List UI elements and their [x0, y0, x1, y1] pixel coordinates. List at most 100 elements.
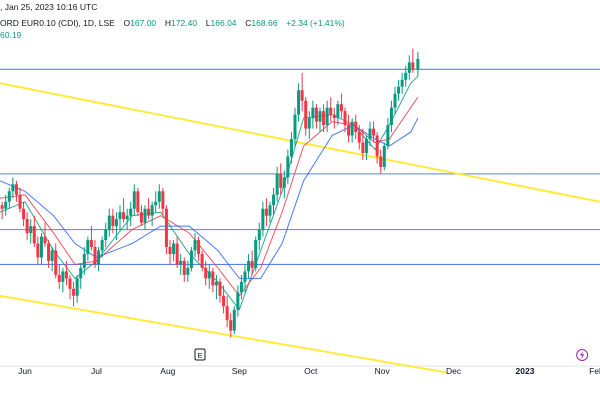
candle-body [275, 173, 279, 195]
candle [175, 236, 179, 268]
candle [404, 65, 408, 87]
candle [214, 274, 218, 300]
candle-body [200, 254, 204, 268]
candle-body [154, 201, 158, 206]
candle-body [136, 191, 140, 213]
candle-body [364, 139, 368, 153]
candle-body [350, 121, 354, 136]
candle-body [247, 260, 251, 272]
candle [407, 55, 411, 80]
candle-body [32, 226, 36, 244]
candle-body [125, 215, 129, 220]
candle [111, 208, 115, 234]
symbol-ohlc-legend: ORD EUR0.10 (CDI), 1D, LSE O167.00 H172.… [0, 18, 345, 28]
candle-body [193, 240, 197, 251]
candle-body [254, 240, 258, 268]
candle [72, 281, 76, 307]
candle-body [168, 247, 172, 254]
candle-body [375, 135, 379, 157]
change-value: +2.34 (+1.41%) [286, 18, 345, 28]
candle [347, 114, 351, 143]
trend-lines[interactable] [0, 82, 600, 374]
candle [411, 48, 415, 73]
candle [232, 306, 236, 335]
candle [25, 212, 29, 241]
candle [389, 100, 393, 133]
candle [339, 93, 343, 119]
candle [64, 260, 68, 286]
candle-body [397, 86, 401, 94]
candle [350, 118, 354, 143]
candle-body [189, 250, 193, 268]
candle [39, 233, 43, 265]
candle-body [82, 254, 86, 268]
candle [36, 236, 40, 265]
candle-body [7, 191, 11, 202]
time-axis[interactable]: Jun Jul Aug Sep Oct Nov Dec 2023 Feb [18, 366, 600, 376]
candle-body [36, 243, 40, 258]
candle-body [111, 215, 115, 227]
candle-body [50, 250, 54, 261]
candle [236, 285, 240, 317]
candle [47, 240, 51, 268]
candle-body [157, 191, 161, 202]
candle-body [114, 219, 118, 227]
candle [68, 274, 72, 300]
x-tick-label: 2023 [516, 366, 535, 376]
candle-body [354, 121, 358, 133]
candle-body [161, 191, 165, 209]
candle-body [357, 132, 361, 143]
candle-body [400, 79, 404, 87]
candle [157, 184, 161, 209]
candle-body [286, 156, 290, 178]
candle-body [386, 125, 390, 146]
candle [82, 247, 86, 275]
candle [118, 205, 122, 230]
candle [197, 236, 201, 261]
header-timestamp: , Jan 25, 2023 10:16 UTC [0, 2, 98, 12]
candle [304, 97, 308, 136]
candle-body [314, 107, 318, 122]
x-tick-label: Jul [91, 366, 102, 376]
candle-body [304, 100, 308, 129]
candle-body [186, 267, 190, 275]
candle [7, 187, 11, 209]
candle [354, 114, 358, 140]
candle [129, 201, 133, 227]
trend-line-0[interactable] [0, 82, 600, 203]
candle-body [75, 278, 79, 296]
candle-body [272, 194, 276, 206]
event-label: E [197, 351, 202, 360]
candle [272, 187, 276, 216]
event-markers[interactable]: E [194, 348, 589, 361]
candle [125, 208, 129, 230]
earnings-event-marker[interactable]: E [194, 348, 206, 361]
candle-body [93, 247, 97, 265]
candle-body [372, 128, 376, 136]
candle [254, 236, 258, 272]
candle [168, 240, 172, 265]
candle [314, 104, 318, 129]
lightning-icon[interactable] [576, 349, 589, 361]
candle [332, 107, 336, 129]
x-tick-label: Sep [232, 366, 247, 376]
candle [264, 198, 268, 227]
candle-body [207, 271, 211, 279]
candle-body [339, 104, 343, 112]
candle-body [279, 173, 283, 188]
candle-body [139, 212, 143, 223]
candle-body [361, 142, 365, 153]
candle-body [332, 114, 336, 119]
candle [416, 51, 420, 77]
candle-body [97, 250, 101, 265]
candle [386, 118, 390, 150]
candle [172, 240, 176, 261]
candle [297, 83, 301, 122]
candle-body [172, 243, 176, 254]
trend-line-1[interactable] [0, 294, 447, 374]
candle [372, 121, 376, 143]
candle-body [22, 208, 26, 220]
candle-body [239, 281, 243, 293]
